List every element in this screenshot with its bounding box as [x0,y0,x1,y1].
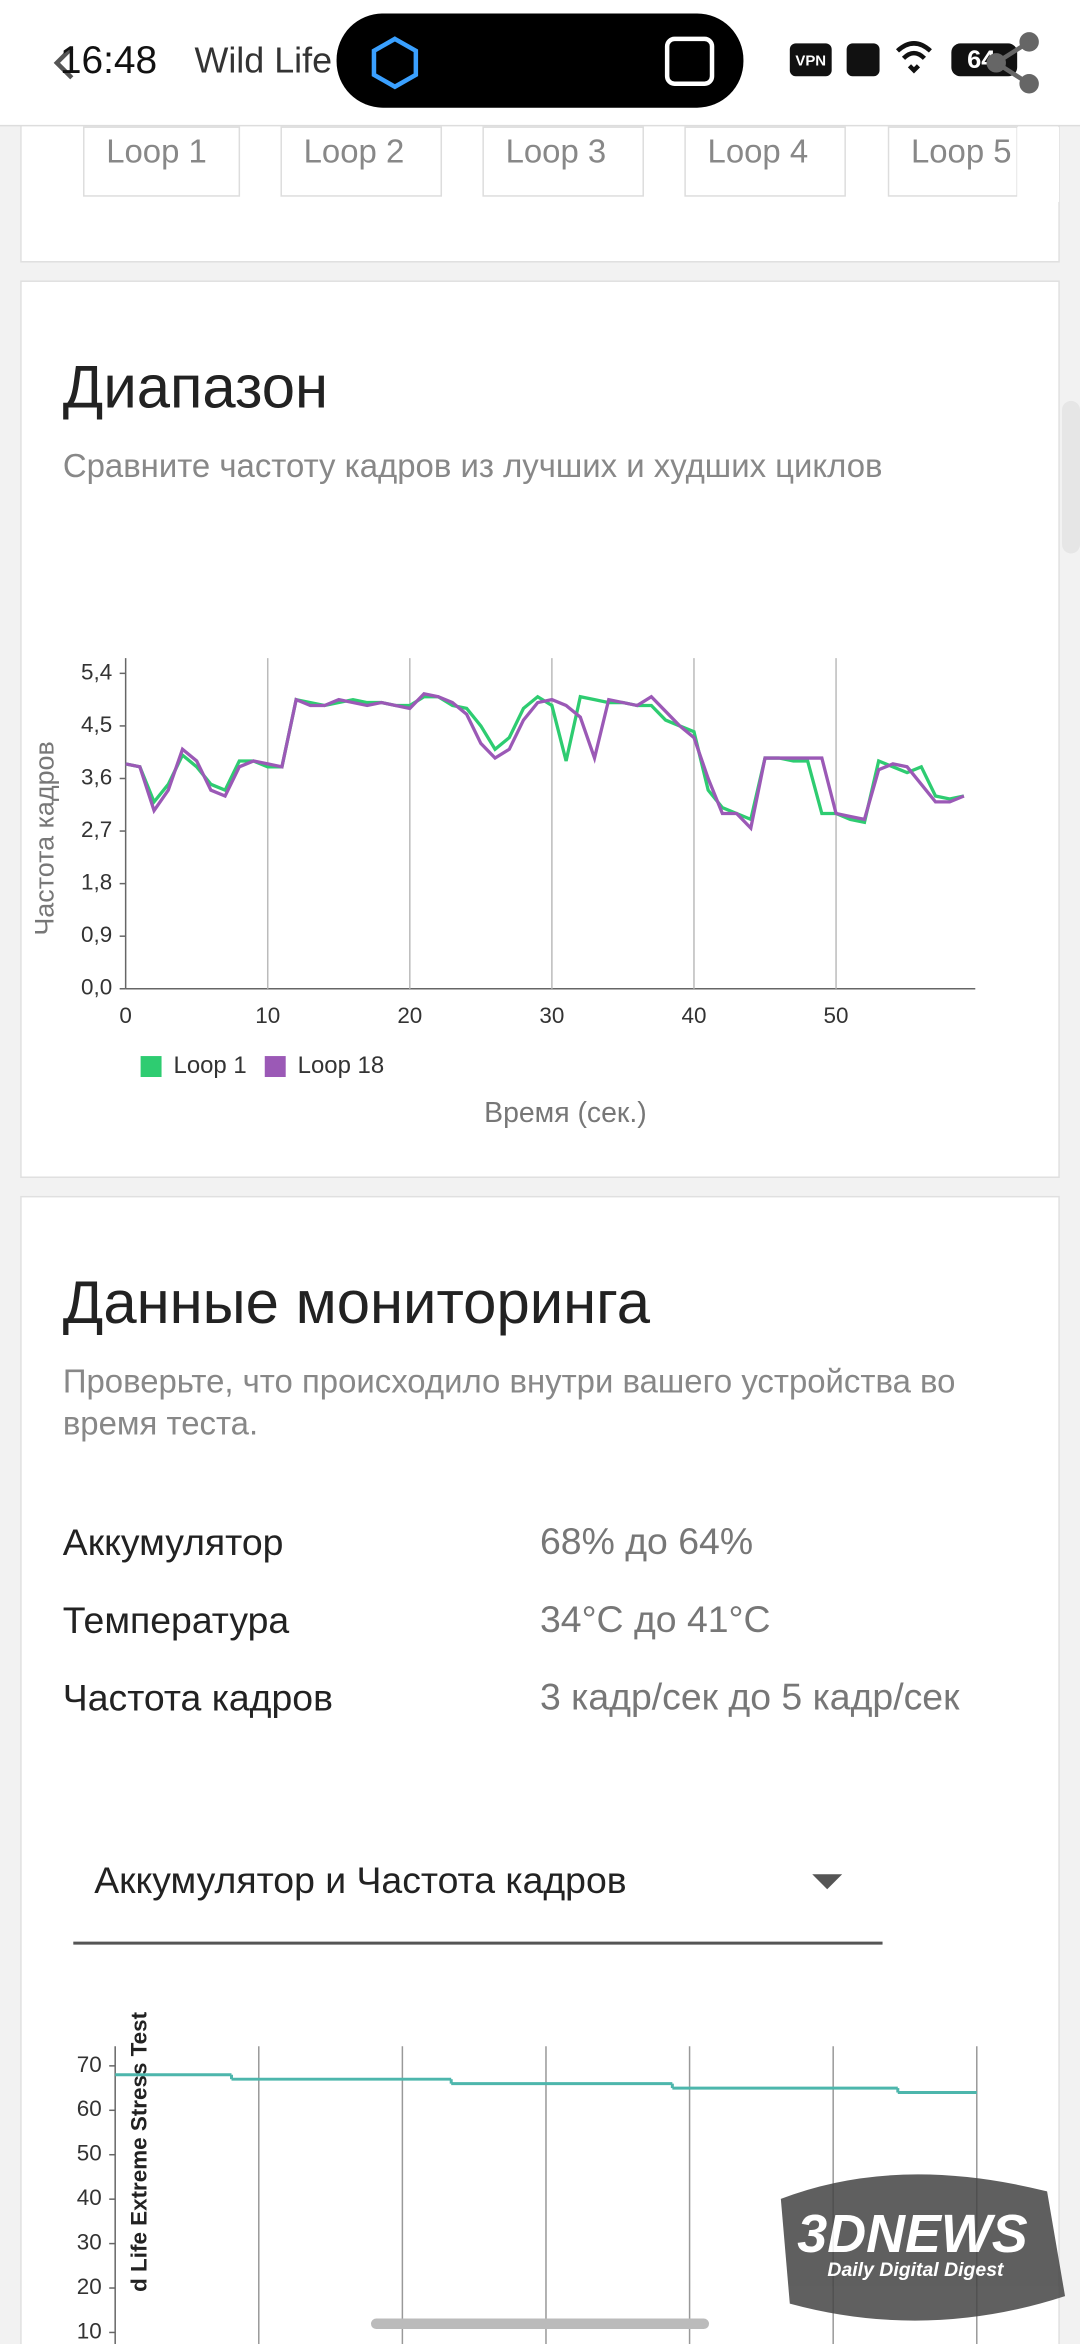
x-tick-label: 40 [681,1003,706,1028]
row-value-box: 34°C до 41°C [539,1599,771,1641]
y-tick-label: 0,9 [81,922,112,947]
x-axis-label: Время (сек.) [484,1097,647,1129]
section-title: Диапазон [63,354,328,421]
x-tick-label: 50 [824,1003,849,1028]
loop-tab[interactable] [280,126,443,197]
legend-label: Loop 1 [174,1052,247,1079]
watermark-tagline: Daily Digital Digest [827,2259,1005,2281]
loop-tab-label: Loop 3 [506,133,607,170]
section-title: Данные мониторинга [63,1269,651,1336]
watermark-bg [780,2174,1066,2321]
row-value: 68% до 64% [539,1521,754,1564]
row-value-box: 68% до 64% [539,1521,754,1564]
y-axis-label: Частота кадров [29,741,59,935]
tab-fade [1017,127,1060,202]
share-button[interactable] [986,32,1039,94]
watermark-logo: 3DNEWS [797,2204,1027,2264]
row-label: Частота кадров [63,1677,333,1719]
y-tick-label: 5,4 [81,659,112,684]
y-tick-label: 10 [77,2318,102,2343]
y-tick-label: 4,5 [81,712,112,737]
legend-swatch [140,1056,162,1078]
screenshot-icon [664,36,715,87]
dynamic-island [336,13,744,108]
row-value: 34°C до 41°C [539,1599,771,1641]
x-tick-label: 20 [397,1003,422,1028]
x-icon [846,43,880,77]
vpn-label: VPN [795,52,826,69]
loop-tab[interactable] [684,126,846,197]
y-tick-label: 3,6 [81,764,112,789]
row-label: Температура [63,1599,290,1641]
y-tick-label: 40 [77,2185,102,2210]
loop-tab-label: Loop 5 [911,133,1012,170]
dropdown-value[interactable]: Аккумулятор и Частота кадров [94,1859,626,1901]
row-label: Аккумулятор [63,1521,284,1563]
y-tick-label: 50 [77,2141,102,2166]
app-title: Wild Life [194,40,332,80]
section-subtitle: Сравните частоту кадров из лучших и худш… [62,447,883,485]
home-indicator [370,2318,710,2330]
y-tick-label: 20 [77,2274,102,2299]
section-subtitle: Проверьте, что происходило внутри вашего… [62,1362,956,1442]
x-tick-label: 0 [119,1003,131,1028]
loop-tab-label: Loop 1 [106,133,207,170]
loop-tab-label: Loop 2 [304,133,405,170]
section-subtitle-box: Проверьте, что происходило внутри вашего… [62,1362,956,1442]
y-tick-label: 1,8 [81,870,112,895]
app-icon [371,36,419,90]
loop-tab[interactable] [83,126,241,197]
dropdown-arrow[interactable] [812,1874,843,1890]
y-tick-label: 2,7 [81,817,112,842]
y-tick-label: 70 [77,2052,102,2077]
wifi-icon [895,41,932,74]
section-subtitle-box: Сравните частоту кадров из лучших и худш… [62,447,883,485]
x-tick-label: 30 [539,1003,564,1028]
watermark: 3DNEWS Daily Digital Digest [780,2174,1066,2321]
back-button[interactable] [53,46,74,80]
loop-tab[interactable] [887,126,1018,197]
y-tick-label: 0,0 [81,975,112,1000]
clock: 16:48 [60,39,157,82]
range-card [20,280,1060,1178]
scroll-handle [1062,400,1080,554]
x-tick-label: 10 [255,1003,280,1028]
vpn-badge [789,43,832,77]
loop-tab-label: Loop 4 [708,133,809,170]
row-value: 3 кадр/сек до 5 кадр/сек [539,1676,960,1719]
y-axis-label: d Life Extreme Stress Test [127,2011,152,2291]
series-line [125,692,965,832]
legend-label: Loop 18 [298,1052,384,1079]
monitoring-card [20,1195,1060,2344]
loop-tab[interactable] [482,126,644,197]
y-tick-label: 60 [77,2096,102,2121]
row-value-box: 3 кадр/сек до 5 кадр/сек [539,1676,960,1719]
y-tick-label: 30 [77,2230,102,2255]
legend-swatch [264,1056,286,1078]
